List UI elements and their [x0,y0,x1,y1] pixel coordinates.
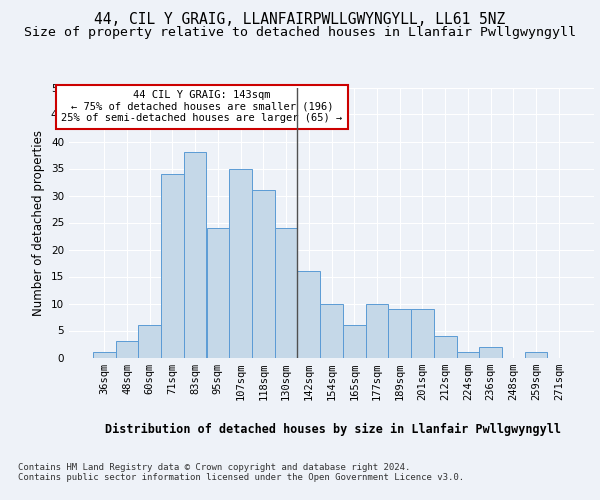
Text: 44, CIL Y GRAIG, LLANFAIRPWLLGWYNGYLL, LL61 5NZ: 44, CIL Y GRAIG, LLANFAIRPWLLGWYNGYLL, L… [94,12,506,28]
Y-axis label: Number of detached properties: Number of detached properties [32,130,46,316]
Bar [343,325,365,358]
Bar [388,309,411,358]
Text: 44 CIL Y GRAIG: 143sqm
← 75% of detached houses are smaller (196)
25% of semi-de: 44 CIL Y GRAIG: 143sqm ← 75% of detached… [61,90,343,124]
Text: Size of property relative to detached houses in Llanfair Pwllgwyngyll: Size of property relative to detached ho… [24,26,576,39]
Text: Contains HM Land Registry data © Crown copyright and database right 2024.
Contai: Contains HM Land Registry data © Crown c… [18,462,464,482]
Bar [116,342,139,357]
Bar [252,190,275,358]
Bar [229,168,252,358]
Bar [184,152,206,358]
Bar [365,304,388,358]
Bar [411,309,434,358]
Bar [320,304,343,358]
Bar [298,271,320,358]
Bar [457,352,479,358]
Bar [434,336,457,357]
Text: Distribution of detached houses by size in Llanfair Pwllgwyngyll: Distribution of detached houses by size … [105,422,561,436]
Bar [139,325,161,358]
Bar [93,352,116,358]
Bar [275,228,298,358]
Bar [161,174,184,358]
Bar [479,346,502,358]
Bar [524,352,547,358]
Bar [206,228,229,358]
